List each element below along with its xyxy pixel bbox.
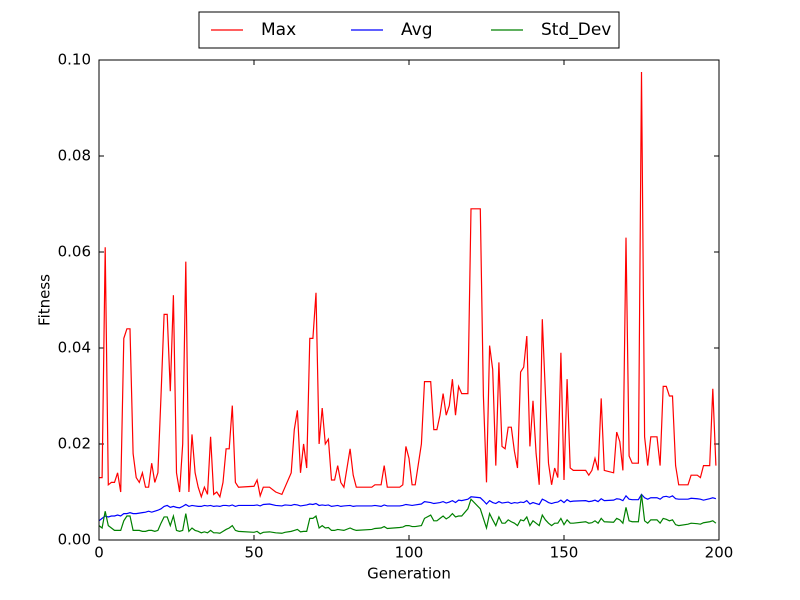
x-tick-label: 50 bbox=[244, 544, 263, 562]
legend-label: Max bbox=[261, 20, 296, 40]
legend-box bbox=[198, 11, 620, 49]
plot-frame bbox=[98, 59, 720, 541]
x-tick-label: 100 bbox=[395, 544, 424, 562]
line-series bbox=[98, 493, 717, 522]
y-tick-label: 0.04 bbox=[58, 339, 91, 357]
x-tick-label: 0 bbox=[94, 544, 104, 562]
y-tick-label: 0.10 bbox=[58, 51, 91, 69]
y-tick-label: 0.08 bbox=[58, 147, 91, 165]
legend-label: Avg bbox=[401, 20, 433, 40]
y-tick-label: 0.00 bbox=[58, 531, 91, 549]
y-axis-label: Fitness bbox=[36, 274, 54, 326]
x-tick-label: 200 bbox=[705, 544, 734, 562]
legend-label: Std_Dev bbox=[541, 20, 611, 40]
y-tick-label: 0.02 bbox=[58, 435, 91, 453]
x-tick-label: 150 bbox=[550, 544, 579, 562]
x-axis-label: Generation bbox=[367, 565, 451, 583]
line-series bbox=[98, 494, 717, 535]
y-tick-label: 0.06 bbox=[58, 243, 91, 261]
line-series bbox=[99, 71, 717, 499]
